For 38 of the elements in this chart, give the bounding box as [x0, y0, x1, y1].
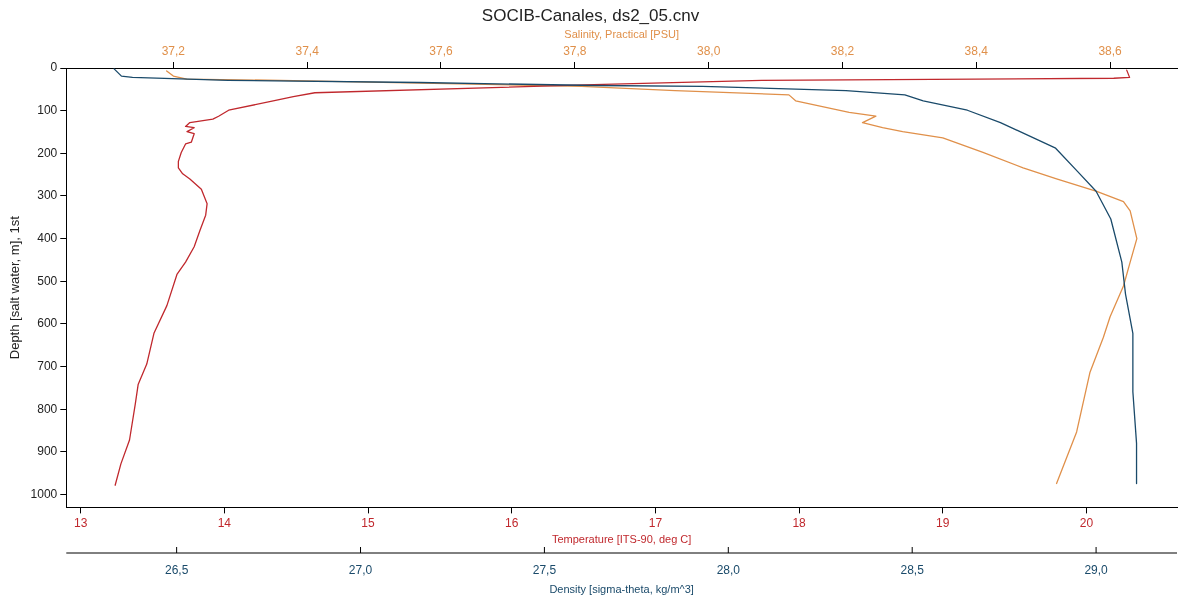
x-axis-title: Density [sigma-theta, kg/m^3] [549, 583, 694, 596]
x-tick-label: 28,5 [900, 562, 925, 577]
x2-axis-title: Salinity, Practical [PSU] [564, 28, 680, 41]
x-tick-label: 18 [792, 515, 807, 530]
x-tick-label: 19 [936, 515, 950, 530]
x-tick-label: 27,5 [532, 562, 557, 577]
x2-tick-label: 38,6 [1098, 44, 1123, 59]
x-tick-label: 15 [361, 515, 376, 530]
x2-tick-label: 38,4 [964, 44, 989, 59]
y-tick-label: 800 [37, 401, 58, 416]
y-tick-label: 100 [37, 102, 58, 117]
x2-tick-label: 37,8 [563, 44, 587, 59]
x-tick-label: 29,0 [1084, 562, 1109, 577]
x-tick-label: 28,0 [716, 562, 741, 577]
y-tick-label: 300 [37, 188, 58, 203]
chart-title: SOCIB-Canales, ds2_05.cnv [481, 5, 700, 25]
x2-tick-label: 38,2 [830, 44, 855, 59]
x-axis-title: Temperature [ITS-90, deg C] [551, 533, 692, 546]
y-tick-label: 900 [37, 444, 58, 459]
x-tick-label: 17 [648, 515, 663, 530]
y-tick-label: 500 [37, 273, 58, 288]
x-tick-label: 13 [73, 515, 88, 530]
x2-tick-label: 37,2 [161, 44, 186, 59]
x2-tick-label: 38,0 [696, 44, 721, 59]
y-axis-title: Depth [salt water, m], 1st [7, 215, 23, 360]
y-tick-label: 600 [37, 316, 58, 331]
x-tick-label: 26,5 [164, 562, 189, 577]
y-tick-label: 200 [37, 145, 58, 160]
x2-tick-label: 37,6 [429, 44, 453, 59]
x-tick-label: 20 [1079, 515, 1094, 530]
x-tick-label: 16 [505, 515, 519, 530]
x-tick-label: 14 [217, 515, 232, 530]
x-tick-label: 27,0 [348, 562, 373, 577]
x2-tick-label: 37,4 [295, 44, 320, 59]
y-tick-label: 400 [37, 230, 58, 245]
y-tick-label: 0 [50, 60, 58, 75]
y-tick-label: 700 [37, 358, 58, 373]
y-tick-label: 1000 [30, 486, 58, 501]
